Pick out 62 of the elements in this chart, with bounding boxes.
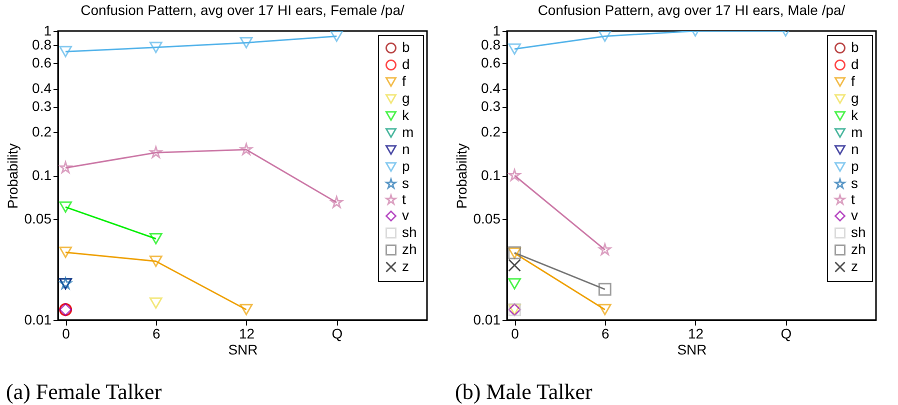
chart-title: Confusion Pattern, avg over 17 HI ears, Male /pa/: [538, 2, 846, 18]
text: (b) Male Talker: [455, 379, 594, 405]
y-tick-label: 0.1: [32, 167, 52, 183]
legend-label: zh: [402, 241, 417, 257]
legend-label: t: [851, 191, 855, 207]
legend-label: d: [851, 56, 859, 72]
legend-label: t: [402, 191, 406, 207]
legend-label: v: [851, 207, 858, 223]
y-axis-title: Probability: [4, 143, 20, 209]
y-tick-label: 0.4: [481, 80, 501, 96]
text: (a) Female Talker: [6, 379, 163, 405]
legend-label: s: [402, 175, 409, 191]
legend-label: z: [851, 258, 858, 274]
y-tick-label: 1: [44, 22, 52, 38]
y-tick-label: 0.01: [473, 312, 501, 328]
y-tick-label: 0.1: [481, 167, 501, 183]
legend-label: k: [402, 107, 410, 123]
y-tick-label: 0.05: [24, 210, 52, 226]
x-tick-label: 6: [602, 326, 610, 342]
y-tick-label: 0.2: [32, 124, 52, 140]
legend-label: b: [402, 39, 410, 55]
y-tick-label: 1: [492, 22, 501, 38]
x-axis-title: SNR: [677, 342, 707, 358]
x-tick-label: 0: [511, 326, 520, 342]
y-tick-label: 0.8: [481, 36, 501, 53]
legend-label: m: [402, 124, 414, 140]
legend-label: n: [402, 141, 410, 157]
legend-label: v: [402, 207, 409, 223]
y-tick-label: 0.3: [32, 98, 52, 114]
y-axis-title: Probability: [453, 143, 470, 209]
x-tick-label: 6: [152, 326, 160, 342]
legend-label: g: [851, 90, 859, 106]
chart-title: Confusion Pattern, avg over 17 HI ears, Female /pa/: [80, 2, 404, 18]
legend-label: p: [402, 158, 410, 174]
legend-label: z: [402, 258, 409, 274]
legend-label: sh: [851, 224, 866, 240]
legend-label: zh: [851, 241, 866, 257]
legend-label: p: [851, 158, 859, 174]
y-tick-label: 0.4: [32, 80, 52, 96]
y-tick-label: 0.2: [481, 124, 501, 140]
x-tick-label: Q: [332, 326, 343, 342]
legend-label: f: [851, 73, 855, 89]
y-tick-label: 0.8: [32, 36, 52, 53]
y-tick-label: 0.3: [481, 98, 501, 114]
legend-label: k: [851, 107, 859, 123]
y-tick-label: 0.05: [473, 210, 501, 226]
x-tick-label: Q: [780, 326, 792, 342]
x-axis-title: SNR: [228, 342, 258, 358]
x-tick-label: 0: [62, 326, 70, 342]
x-tick-label: 12: [688, 326, 704, 342]
legend-label: s: [851, 175, 858, 191]
y-tick-label: 0.6: [32, 54, 52, 71]
legend-label: n: [851, 141, 859, 157]
y-tick-label: 0.6: [481, 54, 501, 71]
legend-label: d: [402, 56, 410, 72]
y-tick-label: 0.01: [24, 312, 52, 328]
legend-label: sh: [402, 224, 417, 240]
legend-label: g: [402, 90, 410, 106]
legend-label: m: [851, 124, 863, 140]
x-tick-label: 12: [238, 326, 255, 342]
legend-label: f: [402, 73, 406, 89]
legend-label: b: [851, 39, 859, 55]
